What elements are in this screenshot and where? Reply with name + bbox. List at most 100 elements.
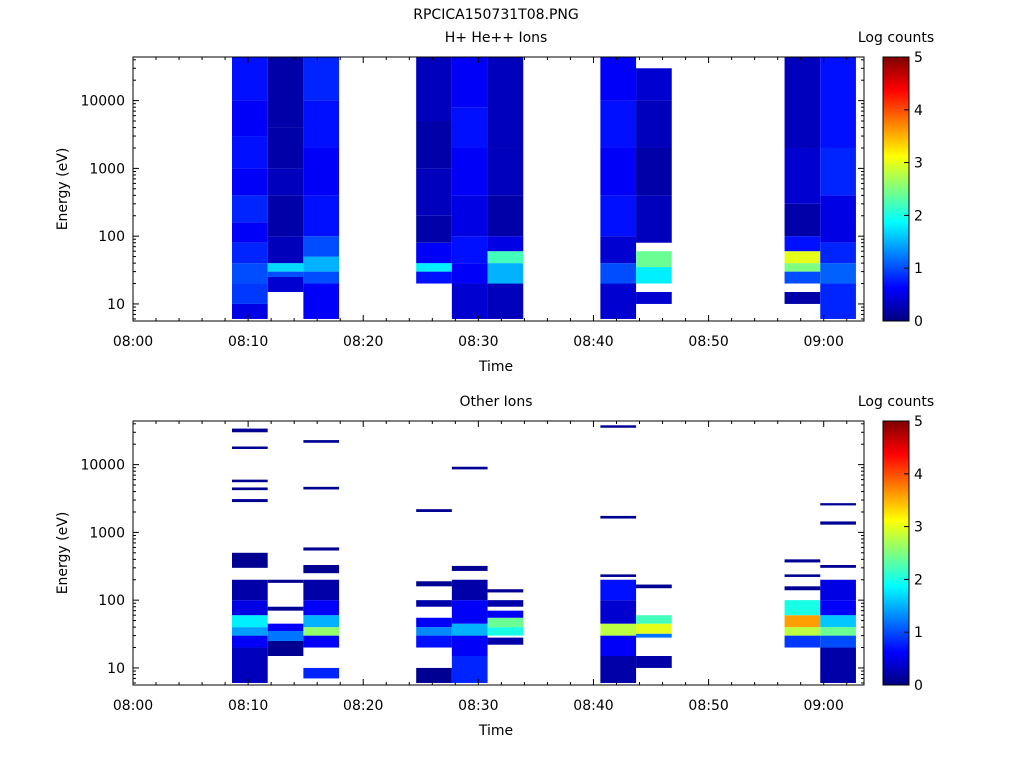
heatmap-cell [784, 600, 821, 616]
y-tick-label: 100 [98, 229, 125, 245]
heatmap-cell [267, 606, 304, 611]
heatmap-cell [303, 440, 340, 443]
colorbar-tick-label: 2 [914, 572, 923, 588]
heatmap-cell [784, 271, 821, 284]
figure-title: RPCICA150731T08.PNG [413, 7, 578, 23]
heatmap-cell [636, 100, 672, 148]
heatmap-cell [416, 215, 452, 243]
heatmap-cell [303, 579, 340, 601]
heatmap-cell [600, 655, 637, 683]
heatmap-cell [303, 271, 340, 284]
heatmap-cell [636, 584, 672, 589]
colorbar-tick-label: 1 [914, 625, 923, 641]
heatmap-cell [820, 565, 856, 568]
heatmap-cell [303, 600, 340, 616]
heatmap-cell [232, 303, 268, 319]
heatmap-cell [784, 263, 821, 272]
heatmap-cell [232, 263, 268, 284]
heatmap-cell [267, 263, 304, 272]
heatmap-cells [232, 57, 856, 319]
heatmap-cell [487, 147, 524, 196]
heatmap-cell [451, 466, 488, 470]
heatmap-cell [232, 499, 268, 503]
heatmap-cell [416, 635, 452, 648]
heatmap-cell [303, 256, 340, 272]
heatmap-cell [303, 195, 340, 237]
heatmap-cell [487, 600, 524, 607]
colorbar-tick-label: 0 [914, 314, 923, 330]
heatmap-cell [303, 57, 340, 101]
heatmap-cell [487, 637, 524, 645]
heatmap-cell [636, 615, 672, 624]
heatmap-cell [600, 623, 637, 636]
heatmap-cell [820, 147, 856, 196]
heatmap-cell [636, 195, 672, 243]
colorbar: 0 1 2 3 4 5 [882, 50, 923, 330]
heatmap-cell [267, 57, 304, 128]
heatmap-cell [232, 136, 268, 169]
x-tick-label: 08:10 [228, 698, 268, 714]
heatmap-cell [267, 640, 304, 656]
heatmap-cell [267, 623, 304, 632]
heatmap-cell [267, 127, 304, 169]
heatmap-cell [600, 574, 637, 577]
heatmap-cell [600, 579, 637, 601]
heatmap-cell [416, 168, 452, 216]
heatmap-cell [451, 263, 488, 284]
heatmap-cell [232, 615, 268, 628]
heatmap-cell [820, 263, 856, 284]
heatmap-cell [303, 547, 340, 551]
axes: 08:00 08:10 08:20 08:30 08:40 08:50 09:00 10 100… [80, 420, 865, 714]
panel-title: Other Ions [459, 394, 532, 410]
y-tick-label: 10000 [80, 94, 125, 110]
heatmap-cell [232, 242, 268, 264]
colorbar-label: Log counts [858, 30, 934, 46]
heatmap-cell [267, 195, 304, 237]
heatmap-cell [820, 283, 856, 319]
x-tick-label: 09:00 [804, 698, 844, 714]
heatmap-cell [303, 627, 340, 636]
heatmap-cell [487, 57, 524, 148]
heatmap-cell [416, 242, 452, 264]
heatmap-cell [232, 579, 268, 601]
heatmap-cell [820, 195, 856, 243]
heatmap-cell [303, 565, 340, 574]
heatmap-cell [416, 263, 452, 272]
axes: 08:00 08:10 08:20 08:30 08:40 08:50 09:00 10 100… [80, 56, 865, 350]
heatmap-cell [784, 586, 821, 591]
heatmap-cell [303, 147, 340, 196]
heatmap-cell [451, 623, 488, 636]
x-tick-label: 09:00 [804, 334, 844, 350]
heatmap-cell [600, 147, 637, 196]
x-tick-label: 08:50 [688, 334, 728, 350]
colorbar-frame [882, 420, 910, 686]
heatmap-cell [232, 428, 268, 433]
heatmap-cell [600, 425, 637, 428]
heatmap-cell [232, 100, 268, 137]
heatmap-cell [636, 655, 672, 668]
y-axis-label: Energy (eV) [55, 148, 71, 231]
heatmap-cell [232, 57, 268, 101]
heatmap-cell [267, 276, 304, 292]
heatmap-cell [820, 627, 856, 636]
colorbar-tick-label: 1 [914, 261, 923, 277]
heatmap-cell [232, 627, 268, 636]
heatmap-cell [487, 627, 524, 636]
x-tick-label: 08:30 [458, 698, 498, 714]
heatmap-cell [232, 446, 268, 449]
heatmap-cell [232, 283, 268, 304]
x-tick-label: 08:00 [113, 334, 153, 350]
panel-h-he-ions: H+ He++ Ions Log counts Time Energy (eV)… [55, 30, 934, 375]
heatmap-cell [451, 147, 488, 196]
heatmap-cell [600, 515, 637, 519]
heatmap-cell [820, 242, 856, 264]
heatmap-cell [232, 487, 268, 491]
heatmap-cell [303, 486, 340, 490]
heatmap-cell [451, 565, 488, 571]
heatmap-cell [600, 100, 637, 148]
heatmap-cell [600, 635, 637, 656]
heatmap-cell [416, 57, 452, 122]
y-tick-label: 10 [107, 661, 125, 677]
x-tick-label: 08:40 [573, 334, 613, 350]
heatmap-cell [267, 168, 304, 196]
